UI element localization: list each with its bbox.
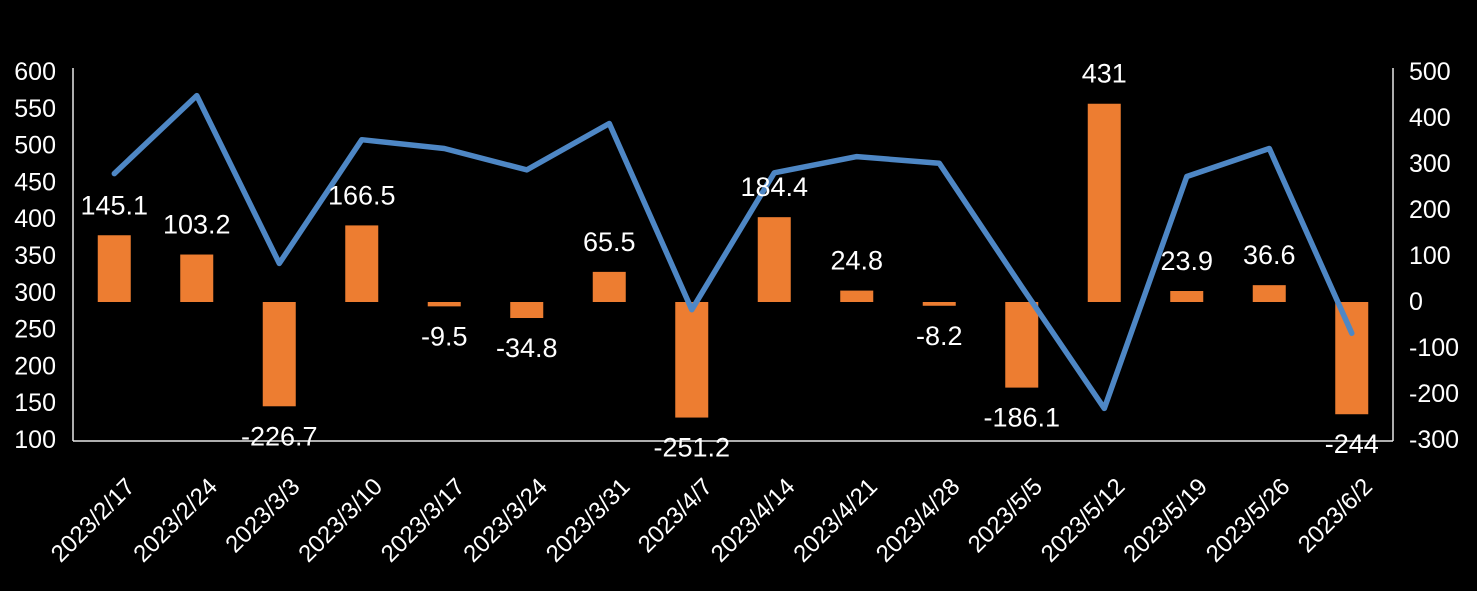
left-axis-tick-label: 250 (14, 316, 56, 344)
bar-data-label: -244 (1325, 429, 1379, 459)
x-axis-date-label: 2023/3/31 (541, 473, 636, 568)
left-axis-tick-label: 300 (14, 279, 56, 307)
right-axis-tick-label: 300 (1409, 150, 1451, 178)
line-series (111, 92, 1355, 412)
bar (345, 225, 379, 302)
x-axis-date-label: 2023/3/3 (220, 473, 305, 558)
bar-data-labels: 145.1 103.2 -226.7 166.5 -9.5 -34.8 65.5 -251.2… (80, 59, 1378, 463)
right-axis-ticks: 500 400 300 200 100 0 -100 -200 -300 (1409, 58, 1459, 454)
left-axis-tick-label: 200 (14, 352, 56, 380)
bar (757, 217, 791, 302)
x-axis-date-label: 2023/4/7 (633, 473, 718, 558)
axis-lines (72, 68, 1394, 442)
right-axis-tick-label: 400 (1409, 104, 1451, 132)
bar-data-label: -226.7 (241, 421, 318, 451)
bar (1335, 302, 1369, 415)
x-axis-date-label: 2023/4/28 (871, 473, 966, 568)
bar (510, 302, 544, 319)
bar-data-label: 24.8 (830, 246, 883, 276)
bar (1170, 291, 1204, 302)
x-axis-date-label: 2023/2/17 (46, 473, 141, 568)
right-axis-tick-label: -200 (1409, 380, 1459, 408)
x-axis-date-label: 2023/2/24 (128, 473, 223, 568)
x-axis-date-label: 2023/6/2 (1293, 473, 1378, 558)
right-axis-tick-label: -300 (1409, 426, 1459, 454)
bar-data-label: 36.6 (1243, 240, 1296, 270)
x-axis-date-label: 2023/4/14 (706, 473, 801, 568)
left-axis-tick-label: 100 (14, 426, 56, 454)
x-axis-date-label: 2023/3/10 (293, 473, 388, 568)
left-axis-tick-label: 450 (14, 168, 56, 196)
left-axis-tick-label: 500 (14, 132, 56, 160)
x-axis-date-label: 2023/3/17 (376, 473, 471, 568)
right-axis-tick-label: 0 (1409, 288, 1423, 316)
bar-series (97, 103, 1369, 418)
bar (427, 302, 461, 307)
bar-data-label: 23.9 (1160, 246, 1213, 276)
bar (1005, 302, 1039, 388)
bar (97, 235, 131, 302)
x-axis-date-label: 2023/5/12 (1036, 473, 1131, 568)
x-axis-date-label: 2023/4/21 (788, 473, 883, 568)
right-axis-tick-label: 500 (1409, 58, 1451, 86)
x-axis-date-label: 2023/5/5 (963, 473, 1048, 558)
bar-data-label: 65.5 (583, 227, 636, 257)
bar-data-label: -186.1 (983, 403, 1060, 433)
bar (840, 290, 874, 302)
bar-data-label: -251.2 (653, 433, 730, 463)
left-axis-tick-label: 150 (14, 389, 56, 417)
bar-data-label: -8.2 (916, 321, 963, 351)
bar (1252, 285, 1286, 302)
bar-data-label: -34.8 (496, 333, 558, 363)
line-path (111, 92, 1355, 412)
left-axis-tick-label: 600 (14, 58, 56, 86)
bar (180, 254, 214, 302)
bar (1087, 103, 1121, 303)
right-axis-tick-label: -100 (1409, 334, 1459, 362)
right-axis-tick-label: 200 (1409, 196, 1451, 224)
bar-data-label: -9.5 (421, 321, 468, 351)
bar (592, 271, 626, 302)
x-axis-date-labels: 2023/2/172023/2/242023/3/32023/3/102023/… (46, 473, 1378, 568)
x-axis-date-label: 2023/5/19 (1118, 473, 1213, 568)
bar (922, 302, 956, 306)
left-axis-tick-label: 350 (14, 242, 56, 270)
bar-data-label: 103.2 (163, 210, 231, 240)
x-axis-date-label: 2023/5/26 (1201, 473, 1296, 568)
left-axis-tick-label: 400 (14, 205, 56, 233)
right-axis-tick-label: 100 (1409, 242, 1451, 270)
bar-data-label: 184.4 (740, 172, 808, 202)
left-axis-ticks: 600 550 500 450 400 350 300 250 200 150 100 (14, 58, 56, 454)
bar-data-label: 431 (1082, 59, 1127, 89)
bar (675, 302, 709, 418)
bar-data-label: 145.1 (80, 190, 148, 220)
left-axis-tick-label: 550 (14, 95, 56, 123)
x-axis-date-label: 2023/3/24 (458, 473, 553, 568)
bar-data-label: 166.5 (328, 180, 396, 210)
bar (262, 302, 296, 407)
